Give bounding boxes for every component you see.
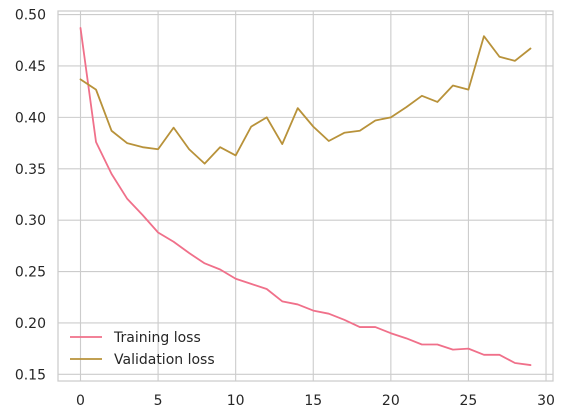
x-tick-label: 25 (460, 393, 478, 409)
y-tick-label: 0.15 (15, 367, 46, 383)
validation-loss-line (79, 35, 532, 165)
x-axis-ticks: 0 5 10 15 20 25 30 (76, 393, 555, 409)
x-tick-label: 5 (154, 393, 163, 409)
legend-label-training: Training loss (113, 330, 201, 346)
training-loss-line (79, 27, 532, 366)
x-tick-label: 15 (304, 393, 322, 409)
x-tick-label: 10 (227, 393, 245, 409)
y-tick-label: 0.45 (15, 59, 46, 75)
y-axis-ticks: 0.15 0.20 0.25 0.30 0.35 0.40 0.45 0.50 (15, 8, 46, 384)
x-tick-label: 0 (76, 393, 85, 409)
y-tick-label: 0.35 (15, 162, 46, 178)
x-tick-label: 30 (537, 393, 555, 409)
y-tick-label: 0.30 (15, 213, 46, 229)
plot-frame (57, 10, 554, 382)
y-tick-label: 0.40 (15, 110, 46, 126)
series-lines (79, 27, 532, 366)
y-tick-label: 0.25 (15, 265, 46, 281)
x-tick-label: 20 (382, 393, 400, 409)
gridlines (58, 11, 553, 381)
y-tick-label: 0.20 (15, 316, 46, 332)
legend: Training loss Validation loss (70, 330, 215, 368)
y-tick-label: 0.50 (15, 8, 46, 24)
legend-label-validation: Validation loss (114, 352, 215, 368)
